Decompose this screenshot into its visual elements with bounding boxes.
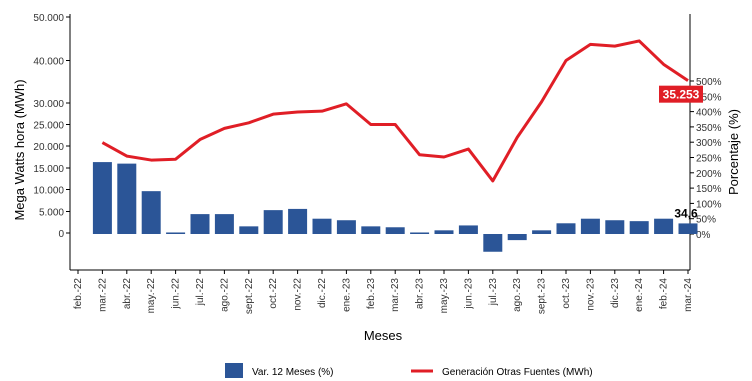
x-axis-tick-label: sept.-22 [244, 278, 255, 315]
legend-bar-label: Var. 12 Meses (%) [252, 367, 334, 378]
bar [214, 214, 234, 234]
left-axis-tick-label: 10.000 [33, 186, 64, 197]
bar [410, 232, 430, 234]
x-axis-tick-label: feb.-23 [366, 278, 377, 310]
bar [141, 191, 161, 234]
bar [288, 208, 308, 234]
bar [361, 226, 381, 234]
right-axis-tick-label: 200% [696, 169, 722, 180]
x-axis-tick-label: abr.-22 [122, 278, 133, 310]
x-axis-tick-label: oct.-22 [268, 278, 279, 309]
right-axis-tick-label: 350% [696, 123, 722, 134]
bar [117, 163, 137, 234]
x-axis-tick-label: jun.-23 [463, 278, 474, 310]
line-data-label: 35.253 [663, 88, 700, 102]
x-axis-tick-label: may.-23 [439, 278, 450, 314]
bar [507, 234, 527, 241]
line-series: 35.253 [101, 39, 703, 183]
left-axis-tick-label: 50.000 [33, 13, 64, 24]
x-axis: feb.-22 mar.-22 abr.-22 may.-22 jun.-22 jul.-… [70, 269, 694, 315]
x-axis-tick-label: may.-22 [146, 278, 157, 314]
right-axis-tick-label: 150% [696, 184, 722, 195]
x-axis-tick-label: ago.-23 [512, 278, 523, 312]
right-axis-tick-label: 400% [696, 108, 722, 119]
right-axis-tick-label: 250% [696, 154, 722, 165]
x-axis-tick-label: abr.-23 [415, 278, 426, 310]
legend: Var. 12 Meses (%) Generación Otras Fuent… [225, 363, 593, 378]
bar [556, 223, 576, 234]
right-axis-tick-label: 500% [696, 77, 722, 88]
bar-series: 34,6 [92, 162, 698, 252]
left-axis-tick-label: 0 [58, 229, 64, 240]
x-axis-tick-label: ene.-23 [341, 278, 352, 312]
right-axis: 0% 50% 100% 150% 200% 250% 300% 350% 400% 450% 500… [689, 14, 722, 270]
bar [532, 230, 552, 234]
legend-line-label: Generación Otras Fuentes (MWh) [442, 367, 593, 378]
left-axis-tick-label: 30.000 [33, 99, 64, 110]
x-axis-tick-label: nov.-23 [585, 278, 596, 311]
x-axis-tick-label: jun.-22 [171, 278, 182, 310]
bar [434, 230, 454, 234]
x-axis-tick-label: feb.-22 [73, 278, 84, 310]
x-axis-title: Meses [364, 328, 403, 343]
right-axis-title: Porcentaje (%) [726, 109, 741, 195]
x-axis-tick-label: jul.-22 [195, 278, 206, 307]
x-axis-tick-label: sept.-23 [537, 278, 548, 315]
right-axis-tick-label: 0% [696, 230, 711, 241]
x-axis-tick-label: mar.-23 [390, 278, 401, 312]
bar [629, 221, 649, 234]
bar [336, 220, 356, 234]
legend-bar-swatch [225, 363, 243, 378]
bar [92, 162, 112, 234]
right-axis-tick-label: 450% [696, 92, 722, 103]
bar [312, 218, 332, 234]
left-axis-tick-label: 15.000 [33, 164, 64, 175]
bar [458, 225, 478, 234]
bar [605, 220, 625, 234]
x-axis-tick-label: feb.-24 [659, 278, 670, 310]
x-axis-tick-label: dic.-22 [317, 278, 328, 308]
x-axis-tick-label: ago.-22 [219, 278, 230, 312]
bar [678, 223, 698, 234]
bar [483, 234, 503, 252]
bar [239, 226, 259, 234]
left-axis-tick-label: 20.000 [33, 142, 64, 153]
left-axis-tick-label: 25.000 [33, 121, 64, 132]
bar [580, 218, 600, 234]
x-axis-tick-label: mar.-24 [683, 278, 694, 312]
right-axis-tick-label: 300% [696, 138, 722, 149]
left-axis-tick-label: 5.000 [39, 208, 64, 219]
line-path [101, 39, 689, 183]
bar [263, 210, 283, 234]
line-label-box [659, 85, 703, 103]
left-axis-tick-label: 40.000 [33, 57, 64, 68]
x-axis-tick-label: dic.-23 [610, 278, 621, 308]
right-axis-tick-label: 50% [696, 215, 716, 226]
x-axis-tick-label: nov.-22 [293, 278, 304, 311]
bar [166, 232, 186, 234]
x-axis-tick-label: mar.-22 [97, 278, 108, 312]
bar [654, 218, 674, 234]
bar-data-label: 34,6 [674, 206, 698, 220]
left-axis: 0 5.000 10.000 15.000 20.000 25.000 30.000 40.0… [33, 13, 71, 270]
x-axis-tick-label: oct.-23 [561, 278, 572, 309]
x-axis-tick-label: ene.-24 [634, 278, 645, 312]
left-axis-title: Mega Watts hora (MWh) [12, 79, 27, 220]
bar [385, 227, 405, 234]
bar [190, 214, 210, 234]
x-axis-tick-label: jul.-23 [488, 278, 499, 307]
right-axis-tick-label: 100% [696, 199, 722, 210]
